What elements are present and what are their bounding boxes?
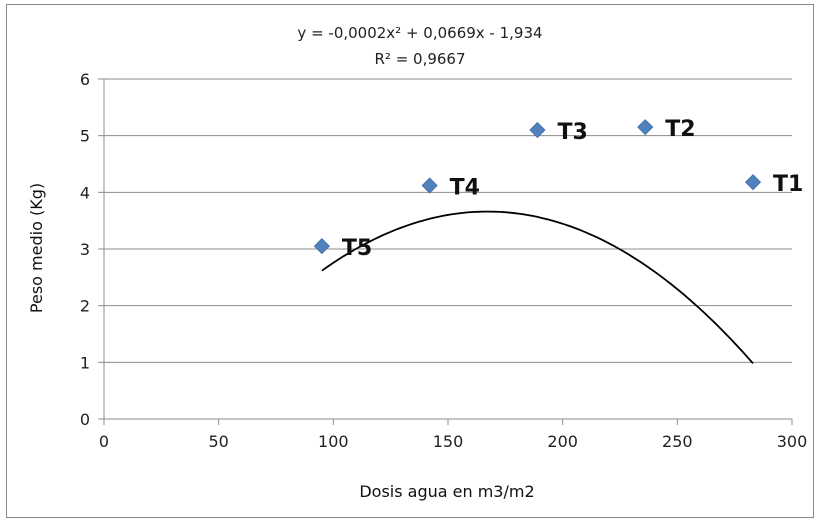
- point-label: T4: [450, 176, 480, 201]
- r-squared-label: R² = 0,9667: [374, 50, 465, 68]
- point-label: T5: [342, 236, 372, 261]
- data-point: [529, 121, 546, 139]
- x-axis-title: Dosis agua en m3/m2: [359, 482, 534, 501]
- point-label: T2: [665, 117, 695, 142]
- y-tick-label: 3: [80, 240, 90, 259]
- gridlines: [104, 78, 792, 363]
- point-label: T3: [557, 120, 587, 145]
- trendline: [321, 210, 754, 364]
- x-tick-label: 300: [777, 432, 808, 451]
- y-tick-label: 5: [80, 127, 90, 146]
- point-label: T1: [773, 172, 803, 197]
- y-axis-title: Peso medio (Kg): [27, 183, 46, 313]
- data-point: [421, 177, 438, 194]
- y-tick-label: 0: [80, 410, 90, 429]
- x-tick-label: 150: [433, 432, 464, 451]
- y-tick-label: 2: [80, 297, 90, 316]
- tick-labels: 0 1 2 3 4 5 6 0 50 100 150 200 250 300: [80, 70, 807, 451]
- y-tick-label: 4: [80, 183, 90, 202]
- x-tick-label: 100: [318, 432, 349, 451]
- x-tick-label: 50: [208, 432, 228, 451]
- data-point: [637, 119, 654, 136]
- x-tick-label: 200: [547, 432, 578, 451]
- axes: [98, 78, 793, 425]
- chart-frame: [6, 4, 814, 518]
- data-points: [313, 119, 762, 255]
- x-tick-label: 0: [99, 432, 109, 451]
- point-labels: T5 T4 T3 T2 T1: [342, 117, 803, 261]
- trendline-equation: y = -0,0002x² + 0,0669x - 1,934: [297, 24, 542, 42]
- y-tick-label: 1: [80, 353, 90, 372]
- data-point: [744, 174, 762, 191]
- x-tick-label: 250: [662, 432, 693, 451]
- y-tick-label: 6: [80, 70, 90, 89]
- data-point: [313, 238, 330, 255]
